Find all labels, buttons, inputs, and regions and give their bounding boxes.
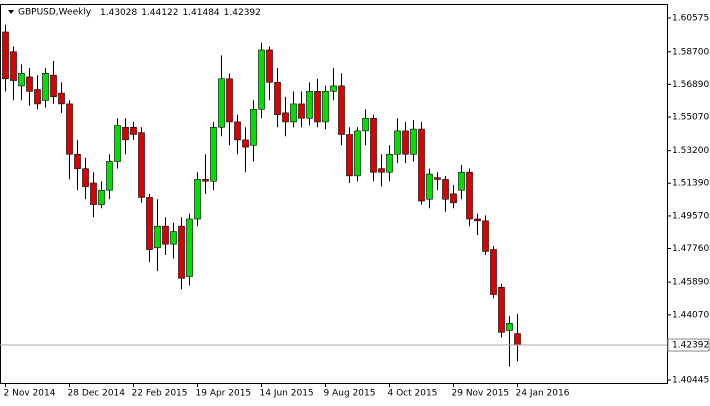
- candle-body: [266, 49, 273, 83]
- candle-body: [186, 218, 193, 277]
- candle-body: [514, 333, 521, 346]
- candle-body: [418, 128, 425, 202]
- candle-body: [242, 139, 249, 148]
- plot-frame: [0, 4, 668, 384]
- x-tick-label: 28 Dec 2014: [68, 389, 126, 399]
- y-tick-label: 1.60575: [672, 14, 709, 24]
- candle-body: [402, 130, 409, 155]
- ohlc-value: 1.44122: [141, 8, 178, 18]
- candle-body: [218, 78, 225, 128]
- y-tick-label: 1.47760: [672, 244, 709, 254]
- menu-arrow: [8, 10, 14, 14]
- candle-body: [58, 92, 65, 105]
- x-tick-label: 24 Jan 2016: [516, 389, 570, 399]
- candle-body: [178, 225, 185, 279]
- candle-body: [258, 49, 265, 110]
- x-tick-label: 4 Oct 2015: [388, 389, 438, 399]
- candle-body: [194, 179, 201, 220]
- y-tick-label: 1.51390: [672, 179, 709, 189]
- candle-body: [170, 231, 177, 245]
- candle-body: [42, 73, 49, 101]
- candle-body: [2, 31, 9, 80]
- x-tick-label: 2 Nov 2014: [4, 389, 56, 399]
- candle-body: [90, 182, 97, 205]
- candle-body: [162, 225, 169, 245]
- candle-body: [482, 220, 489, 252]
- x-tick-label: 14 Jun 2015: [260, 389, 314, 399]
- candle-body: [386, 153, 393, 173]
- x-tick-label: 19 Apr 2015: [196, 389, 252, 399]
- candle-body: [474, 218, 481, 222]
- candle-body: [354, 130, 361, 177]
- candle-body: [394, 130, 401, 155]
- candle-body: [18, 73, 25, 87]
- candle-body: [10, 51, 17, 81]
- candle-body: [426, 173, 433, 200]
- candle-body: [498, 287, 505, 333]
- candle-body: [370, 117, 377, 173]
- candle-body: [282, 112, 289, 123]
- candle-body: [154, 225, 161, 249]
- candle-body: [362, 117, 369, 132]
- y-tick-label: 1.56890: [672, 80, 709, 90]
- x-tick-label: 9 Aug 2015: [324, 389, 376, 399]
- candle-body: [338, 85, 345, 135]
- x-tick-label: 29 Nov 2015: [452, 389, 510, 399]
- candle-body: [34, 89, 41, 105]
- y-tick-label: 1.53200: [672, 146, 709, 156]
- candle-body: [202, 179, 209, 182]
- candle-body: [98, 189, 105, 205]
- candle-body: [330, 85, 337, 92]
- candle-body: [298, 103, 305, 119]
- candle-body: [138, 132, 145, 198]
- y-tick-label: 1.40445: [672, 376, 709, 386]
- y-tick-label: 1.55070: [672, 113, 709, 123]
- candle-body: [122, 126, 129, 141]
- price-label: 1.42392: [672, 341, 709, 351]
- candle-body: [442, 179, 449, 200]
- candle-body: [226, 78, 233, 123]
- candle-body: [506, 322, 513, 331]
- candle-body: [114, 125, 121, 162]
- ohlc-value: 1.41484: [182, 8, 219, 18]
- y-tick-label: 1.49570: [672, 211, 709, 221]
- candle-body: [26, 76, 33, 92]
- candle-body: [130, 126, 137, 135]
- candle-body: [458, 171, 465, 191]
- candle-body: [490, 249, 497, 295]
- candle-body: [210, 126, 217, 182]
- price-label-box: [667, 338, 710, 352]
- candle-body: [50, 74, 57, 98]
- candle-body: [234, 121, 241, 141]
- x-tick-label: 22 Feb 2015: [132, 389, 188, 399]
- candle-body: [466, 171, 473, 220]
- y-tick-label: 1.44070: [672, 310, 709, 320]
- candle-body: [410, 128, 417, 155]
- candle-body: [250, 109, 257, 146]
- y-tick-label: 1.45890: [672, 278, 709, 288]
- ohlc-header: 1.43028 1.44122 1.41484 1.42392: [100, 8, 261, 18]
- candle-body: [306, 91, 313, 119]
- ohlc-value: 1.42392: [224, 8, 261, 18]
- candle-body: [274, 82, 281, 115]
- candle-body: [146, 197, 153, 250]
- candle-body: [82, 168, 89, 187]
- ohlc-value: 1.43028: [100, 8, 137, 18]
- candle-body: [346, 134, 353, 177]
- candle-body: [106, 161, 113, 191]
- candle-body: [290, 103, 297, 123]
- candle-body: [74, 153, 81, 169]
- y-tick-label: 1.58700: [672, 47, 709, 57]
- candle-body: [434, 177, 441, 180]
- candle-body: [314, 91, 321, 123]
- chart-title: GBPUSD,Weekly: [18, 8, 92, 18]
- candle-body: [66, 103, 73, 155]
- candle-body: [450, 193, 457, 204]
- candle-body: [378, 168, 385, 173]
- candle-body: [322, 91, 329, 123]
